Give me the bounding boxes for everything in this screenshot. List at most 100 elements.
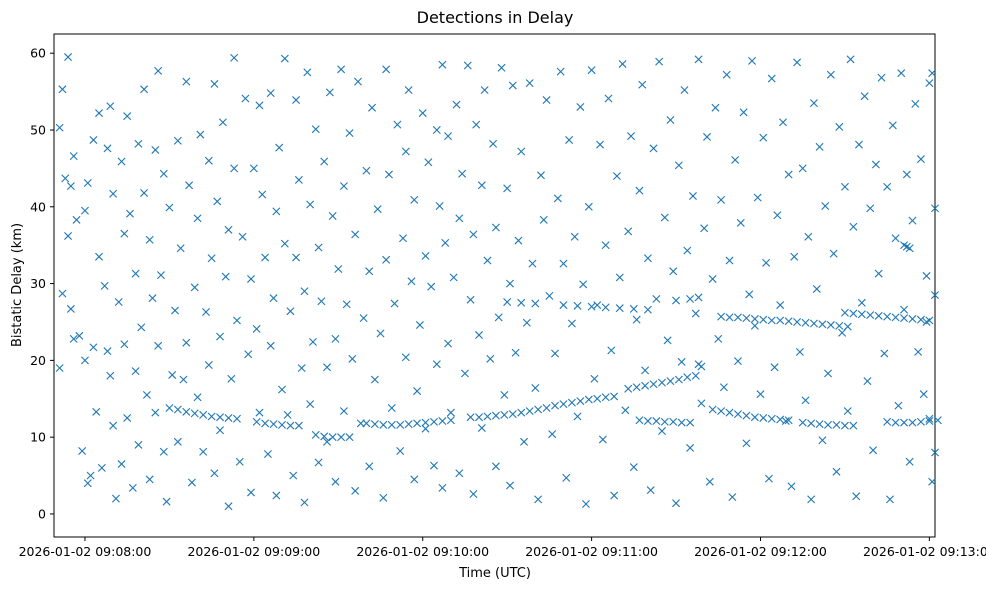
- data-point: [272, 207, 281, 216]
- data-point: [598, 435, 607, 444]
- x-tick-label: 2026-01-02 09:13:00: [863, 544, 986, 559]
- data-point: [323, 363, 332, 372]
- data-point: [672, 499, 681, 508]
- data-point: [553, 194, 562, 203]
- data-point: [807, 419, 816, 428]
- data-point: [145, 475, 154, 484]
- data-point: [218, 118, 227, 127]
- data-point: [657, 378, 666, 387]
- data-point: [311, 125, 320, 134]
- data-point: [66, 304, 75, 313]
- data-point: [931, 204, 939, 213]
- data-point: [78, 447, 87, 455]
- data-point: [883, 312, 892, 321]
- data-point: [866, 204, 875, 213]
- x-tick-label: 2026-01-02 09:09:00: [187, 544, 320, 559]
- data-point: [75, 331, 84, 340]
- data-point: [320, 157, 329, 166]
- data-point: [297, 364, 306, 373]
- data-point: [142, 390, 151, 399]
- data-point: [154, 66, 163, 75]
- data-point: [669, 267, 678, 276]
- data-point: [328, 433, 337, 442]
- data-point: [925, 414, 934, 423]
- data-point: [294, 175, 303, 184]
- data-point: [173, 136, 182, 145]
- data-point: [261, 253, 270, 262]
- data-point: [348, 354, 357, 363]
- data-point: [182, 338, 191, 347]
- data-point: [165, 203, 174, 212]
- data-point: [891, 313, 900, 322]
- data-point: [517, 147, 526, 156]
- data-point: [855, 140, 863, 149]
- data-point: [725, 256, 734, 265]
- data-point: [928, 477, 937, 486]
- data-point: [368, 103, 377, 112]
- data-point: [413, 387, 422, 396]
- data-point: [444, 339, 453, 348]
- data-point: [379, 420, 388, 429]
- data-point: [61, 174, 70, 183]
- y-axis: 0 10 20 30 40 50 60: [30, 46, 54, 521]
- data-point: [156, 271, 165, 280]
- data-point: [652, 294, 661, 303]
- data-point: [931, 291, 939, 300]
- data-point: [86, 471, 95, 480]
- data-point: [750, 321, 759, 330]
- data-point: [576, 397, 585, 406]
- y-axis-label: Bistatic Delay (km): [10, 223, 25, 347]
- data-point: [877, 73, 886, 82]
- data-point: [393, 120, 402, 129]
- data-point: [542, 96, 551, 105]
- data-point: [182, 407, 191, 416]
- data-point: [438, 417, 447, 426]
- data-point: [500, 390, 509, 399]
- data-point: [379, 493, 388, 502]
- x-tick-label: 2026-01-02 09:11:00: [525, 544, 658, 559]
- data-point: [114, 298, 123, 306]
- data-point: [249, 164, 258, 173]
- data-point: [162, 497, 171, 506]
- data-point: [455, 469, 464, 478]
- data-point: [106, 102, 115, 111]
- data-point: [345, 433, 354, 442]
- data-point: [849, 309, 858, 318]
- data-point: [624, 384, 633, 393]
- data-point: [362, 419, 371, 428]
- data-point: [874, 311, 883, 320]
- data-point: [370, 420, 379, 429]
- data-point: [601, 241, 610, 250]
- data-point: [835, 122, 844, 131]
- data-point: [627, 132, 636, 141]
- data-point: [593, 394, 602, 403]
- data-point: [781, 417, 790, 426]
- data-point: [266, 89, 275, 98]
- data-point: [635, 186, 644, 195]
- data-point: [187, 478, 196, 487]
- data-point: [185, 181, 194, 190]
- data-point: [328, 212, 337, 220]
- data-point: [320, 432, 329, 441]
- data-point: [365, 267, 374, 276]
- data-point: [643, 417, 652, 426]
- data-point: [235, 457, 244, 466]
- data-point: [224, 413, 233, 422]
- data-point: [638, 80, 647, 89]
- data-point: [458, 169, 467, 178]
- data-point: [362, 166, 371, 175]
- data-point: [128, 483, 137, 492]
- data-point: [818, 436, 827, 445]
- data-point: [534, 495, 543, 504]
- data-point: [911, 99, 920, 108]
- data-point: [801, 318, 810, 327]
- data-point: [551, 401, 560, 410]
- data-point: [216, 426, 225, 435]
- data-point: [306, 200, 315, 209]
- data-point: [278, 385, 286, 394]
- data-point: [190, 409, 199, 418]
- data-point: [615, 304, 624, 313]
- data-point: [672, 296, 681, 305]
